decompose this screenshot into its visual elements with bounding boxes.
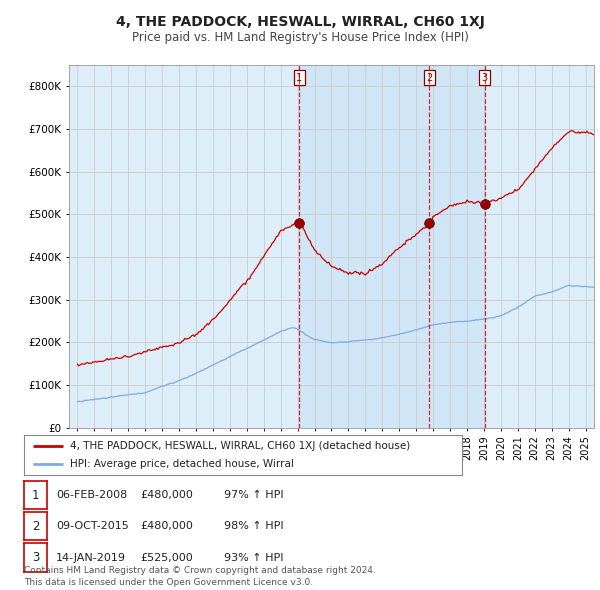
Text: HPI: Average price, detached house, Wirral: HPI: Average price, detached house, Wirr…: [70, 459, 294, 469]
Text: £480,000: £480,000: [140, 522, 193, 531]
Text: 93% ↑ HPI: 93% ↑ HPI: [224, 553, 283, 562]
Text: 2: 2: [32, 520, 39, 533]
Text: 98% ↑ HPI: 98% ↑ HPI: [224, 522, 283, 531]
Text: 3: 3: [32, 551, 39, 564]
Text: 4, THE PADDOCK, HESWALL, WIRRAL, CH60 1XJ: 4, THE PADDOCK, HESWALL, WIRRAL, CH60 1X…: [116, 15, 484, 29]
Text: 14-JAN-2019: 14-JAN-2019: [56, 553, 126, 562]
Bar: [299, 65, 485, 428]
Text: 2: 2: [426, 73, 433, 83]
Text: £480,000: £480,000: [140, 490, 193, 500]
Text: 09-OCT-2015: 09-OCT-2015: [56, 522, 128, 531]
Text: 4, THE PADDOCK, HESWALL, WIRRAL, CH60 1XJ (detached house): 4, THE PADDOCK, HESWALL, WIRRAL, CH60 1X…: [70, 441, 410, 451]
Text: 3: 3: [482, 73, 488, 83]
Text: £525,000: £525,000: [140, 553, 193, 562]
Text: 06-FEB-2008: 06-FEB-2008: [56, 490, 127, 500]
Text: Contains HM Land Registry data © Crown copyright and database right 2024.
This d: Contains HM Land Registry data © Crown c…: [24, 566, 376, 587]
Text: Price paid vs. HM Land Registry's House Price Index (HPI): Price paid vs. HM Land Registry's House …: [131, 31, 469, 44]
Text: 97% ↑ HPI: 97% ↑ HPI: [224, 490, 283, 500]
Text: 1: 1: [296, 73, 302, 83]
Text: 1: 1: [32, 489, 39, 502]
